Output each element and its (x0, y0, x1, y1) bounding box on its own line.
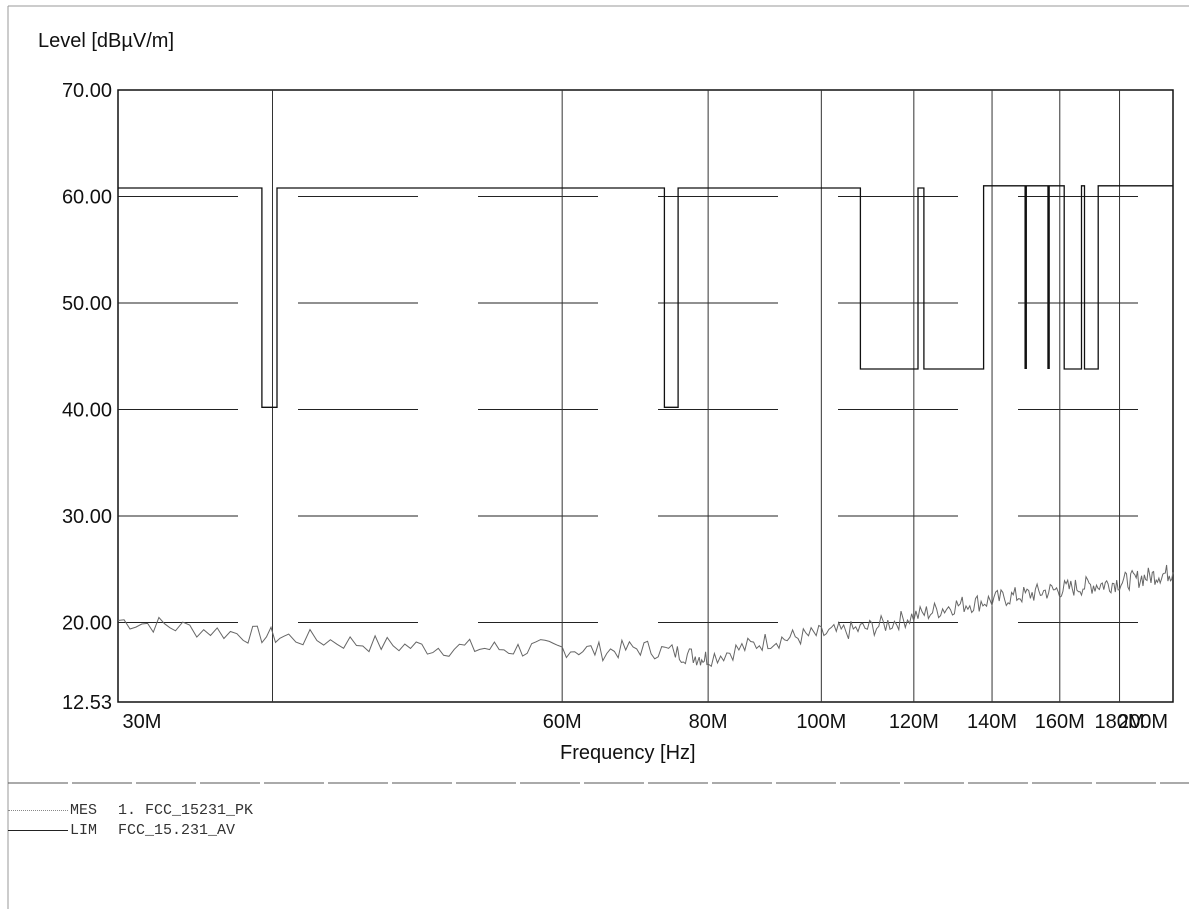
plot-border (117, 89, 1174, 703)
x-tick-label: 200M (1118, 711, 1168, 733)
y-tick-label: 70.00 (62, 80, 112, 102)
x-tick-label: 160M (1035, 711, 1085, 733)
x-tick-label: 100M (796, 711, 846, 733)
y-tick-label: 50.00 (62, 293, 112, 315)
legend-item-lim: LIM FCC_15.231_AV (8, 820, 253, 840)
y-tick-label: 30.00 (62, 506, 112, 528)
legend-tag: MES (70, 801, 98, 819)
legend-text: FCC_15.231_AV (118, 821, 236, 839)
y-tick-label: 60.00 (62, 186, 112, 208)
x-tick-label: 30M (123, 711, 162, 733)
legend: MES 1. FCC_15231_PK LIM FCC_15.231_AV (8, 800, 253, 840)
x-tick-label: 60M (543, 711, 582, 733)
legend-item-mes: MES 1. FCC_15231_PK (8, 800, 253, 820)
legend-swatch-lim (8, 829, 68, 831)
x-tick-label: 120M (889, 711, 939, 733)
y-tick-label: 40.00 (62, 399, 112, 421)
legend-swatch-mes (8, 809, 68, 811)
legend-tag: LIM (70, 821, 98, 839)
y-axis-label: Level [dBµV/m] (38, 30, 175, 52)
x-axis-label: Frequency [Hz] (560, 742, 696, 764)
series-lim-line (118, 185, 1173, 408)
x-tick-label: 140M (967, 711, 1017, 733)
y-tick-label: 20.00 (62, 612, 112, 634)
x-tick-label: 180M (1095, 711, 1145, 733)
legend-text: 1. FCC_15231_PK (118, 801, 254, 819)
x-tick-label: 80M (689, 711, 728, 733)
y-tick-label: 12.53 (62, 692, 112, 714)
series-mes-trace (117, 564, 1174, 668)
